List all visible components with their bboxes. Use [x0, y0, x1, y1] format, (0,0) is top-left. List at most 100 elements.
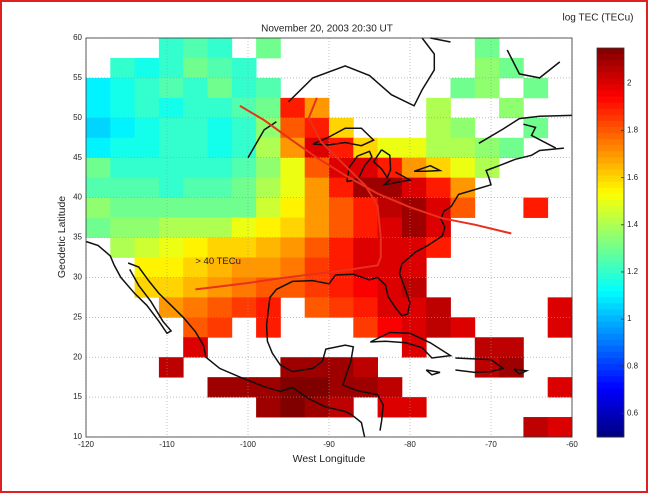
cell [183, 97, 208, 119]
cell [231, 257, 257, 278]
cell [231, 277, 257, 298]
cell [426, 317, 451, 338]
cell [110, 57, 135, 79]
colorbar-step [597, 66, 624, 73]
colorbar-step [597, 345, 624, 353]
cell [280, 97, 306, 119]
cell [256, 197, 281, 218]
colorbar-step [597, 48, 624, 55]
colorbar-step [597, 212, 624, 219]
cell [304, 97, 330, 119]
y-tick-label: 15 [73, 392, 82, 401]
cell [547, 317, 573, 338]
cell [207, 237, 233, 258]
cell [86, 177, 111, 198]
cell [353, 357, 378, 378]
cell [158, 157, 184, 179]
cell [329, 177, 354, 198]
colorbar-tick-label: 1.6 [627, 173, 639, 182]
colorbar-step [597, 145, 624, 152]
cell [377, 217, 403, 238]
cell [474, 157, 500, 179]
cell [231, 177, 257, 198]
cell [353, 197, 378, 218]
coastline [381, 171, 413, 187]
cell [256, 317, 281, 338]
cell [280, 157, 306, 179]
boundary-line [239, 104, 512, 235]
cell [450, 117, 476, 139]
cell [183, 117, 208, 139]
y-tick-label: 55 [73, 73, 82, 82]
cell [304, 377, 330, 398]
cell [86, 217, 111, 238]
cell [401, 397, 427, 418]
cell [304, 177, 330, 198]
cell [329, 137, 354, 159]
cell [401, 257, 427, 278]
cell [426, 217, 451, 238]
colorbar-step [597, 388, 624, 395]
cell [256, 137, 281, 159]
cell [183, 237, 208, 258]
coastline [513, 368, 530, 375]
cell [231, 117, 257, 139]
cell [207, 297, 233, 318]
cell [158, 257, 184, 278]
colorbar-step [597, 333, 624, 341]
colorbar-step [597, 260, 624, 268]
cell [280, 237, 306, 258]
cell [231, 77, 257, 99]
colorbar-step [597, 127, 624, 134]
y-tick-label: 60 [73, 33, 82, 42]
cell [401, 237, 427, 258]
cell [474, 57, 500, 79]
cell [110, 77, 135, 99]
coastline [346, 150, 373, 183]
cell [207, 257, 233, 278]
cell [110, 177, 135, 198]
y-tick-label: 45 [73, 153, 82, 162]
cell [426, 97, 451, 119]
cell [353, 317, 378, 338]
cell [547, 297, 573, 318]
cell [158, 97, 184, 119]
colorbar-step [597, 412, 624, 420]
colorbar-step [597, 266, 624, 274]
colorbar-step [597, 382, 624, 389]
y-tick-label: 10 [73, 432, 82, 441]
colorbar-step [597, 169, 624, 177]
cell [401, 177, 427, 198]
cell [183, 317, 208, 338]
cell [231, 217, 257, 238]
colorbar-step [597, 278, 624, 286]
cell [304, 237, 330, 258]
coastline [413, 164, 443, 173]
cell [207, 117, 233, 139]
colorbar-step [597, 78, 624, 85]
cell [353, 237, 378, 258]
colorbar-tick-label: 2 [627, 78, 632, 87]
colorbar-step [597, 163, 624, 171]
cell [256, 97, 281, 119]
colorbar-label: log TEC (TECu) [563, 13, 634, 24]
cell [304, 157, 330, 179]
cell [158, 217, 184, 238]
cell [450, 157, 476, 179]
cell [426, 237, 451, 258]
cell [280, 277, 306, 298]
cell [110, 97, 135, 119]
cell [86, 137, 111, 159]
colorbar-step [597, 72, 624, 79]
cell [158, 357, 184, 378]
cell [256, 38, 281, 59]
colorbar-step [597, 206, 624, 213]
cell [353, 217, 378, 238]
cell [158, 77, 184, 99]
cell [474, 137, 500, 159]
cell [353, 377, 378, 398]
colorbar-step [597, 133, 624, 140]
plot-border [85, 37, 573, 438]
cell [426, 297, 451, 318]
cell [523, 77, 549, 99]
